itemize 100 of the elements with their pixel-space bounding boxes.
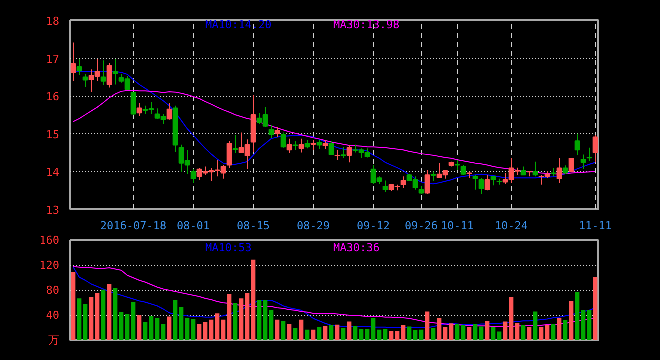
bar xyxy=(569,301,574,340)
bar xyxy=(533,312,538,340)
bar xyxy=(287,324,292,340)
bar xyxy=(269,310,274,340)
bar xyxy=(77,298,82,340)
bar xyxy=(239,298,244,340)
candlestick xyxy=(580,154,586,170)
bar xyxy=(293,328,298,340)
candlestick xyxy=(478,178,484,194)
bar xyxy=(413,330,418,340)
candlestick xyxy=(424,170,430,194)
bar xyxy=(251,260,256,340)
candlestick xyxy=(328,140,334,156)
bar xyxy=(437,318,442,340)
bar xyxy=(167,316,172,340)
candlestick xyxy=(472,174,478,190)
candlestick xyxy=(106,62,112,88)
candlestick xyxy=(340,146,346,159)
bar xyxy=(311,330,316,340)
text: MA30:36 xyxy=(334,242,380,254)
bar xyxy=(461,326,466,340)
bar xyxy=(317,327,322,340)
bar xyxy=(443,327,448,340)
bar xyxy=(89,297,94,340)
y-tick-label: 160 xyxy=(40,234,60,247)
bar xyxy=(485,321,490,340)
bar xyxy=(305,330,310,340)
bar xyxy=(449,324,454,340)
candlestick xyxy=(112,58,118,86)
bar xyxy=(539,327,544,340)
bar xyxy=(263,300,268,340)
candlestick xyxy=(136,102,142,118)
bar xyxy=(389,331,394,340)
bar xyxy=(431,328,436,340)
y-tick-label: 120 xyxy=(40,259,60,272)
bar xyxy=(557,318,562,340)
candlestick xyxy=(76,58,82,76)
bar xyxy=(329,326,334,340)
bar xyxy=(521,326,526,340)
bar xyxy=(353,326,358,340)
bar xyxy=(581,310,586,340)
y-tick-label: 13 xyxy=(46,204,60,217)
bar xyxy=(479,326,484,340)
bar xyxy=(107,284,112,340)
bar xyxy=(497,332,502,340)
candlestick xyxy=(454,160,460,171)
candlestick xyxy=(130,92,136,116)
bar xyxy=(161,324,166,340)
bar xyxy=(593,277,598,340)
candlestick xyxy=(586,147,592,162)
y-tick-label: 14 xyxy=(46,166,60,180)
bar xyxy=(401,326,406,340)
bar xyxy=(467,327,472,340)
text: MA30:13.98 xyxy=(334,18,400,32)
bar xyxy=(407,326,412,340)
candlestick xyxy=(574,133,580,156)
candlestick xyxy=(322,140,328,150)
bar xyxy=(131,302,136,340)
bar xyxy=(323,326,328,340)
bar xyxy=(575,292,580,340)
bar xyxy=(335,324,340,340)
candlestick xyxy=(532,161,538,178)
x-tick-label: 10-24 xyxy=(494,220,528,232)
x-tick-label: 2016-07-18 xyxy=(100,220,167,232)
y-tick-label: 15 xyxy=(46,128,60,142)
bar xyxy=(245,293,250,340)
bar xyxy=(221,320,226,340)
bar xyxy=(419,330,424,340)
bar xyxy=(473,324,478,340)
bar xyxy=(359,329,364,340)
x-tick-label: 08-15 xyxy=(236,220,270,232)
bar xyxy=(155,318,160,340)
text: MA10:14.20 xyxy=(206,18,272,32)
bar xyxy=(209,320,214,340)
candlestick xyxy=(226,140,232,169)
bar xyxy=(341,328,346,340)
bar xyxy=(203,322,208,340)
y-tick-label: 40 xyxy=(46,309,60,322)
bar xyxy=(185,318,190,340)
bar xyxy=(347,322,352,340)
candlestick xyxy=(232,134,238,154)
x-tick-label: 09-12 xyxy=(356,220,390,232)
bar xyxy=(527,327,532,340)
bar xyxy=(113,288,118,340)
x-tick-label: 11-11 xyxy=(578,220,612,232)
bar xyxy=(125,314,130,340)
bar xyxy=(503,322,508,340)
bar xyxy=(233,303,238,340)
candlestick xyxy=(310,140,316,151)
candlestick xyxy=(268,124,274,139)
bar xyxy=(137,316,142,340)
candlestick xyxy=(382,180,388,193)
candlestick xyxy=(490,176,496,186)
bar xyxy=(545,326,550,340)
bar xyxy=(551,324,556,340)
bar xyxy=(275,320,280,340)
candlestick xyxy=(190,168,196,184)
bar xyxy=(455,324,460,340)
bar xyxy=(143,322,148,340)
bar xyxy=(299,320,304,340)
